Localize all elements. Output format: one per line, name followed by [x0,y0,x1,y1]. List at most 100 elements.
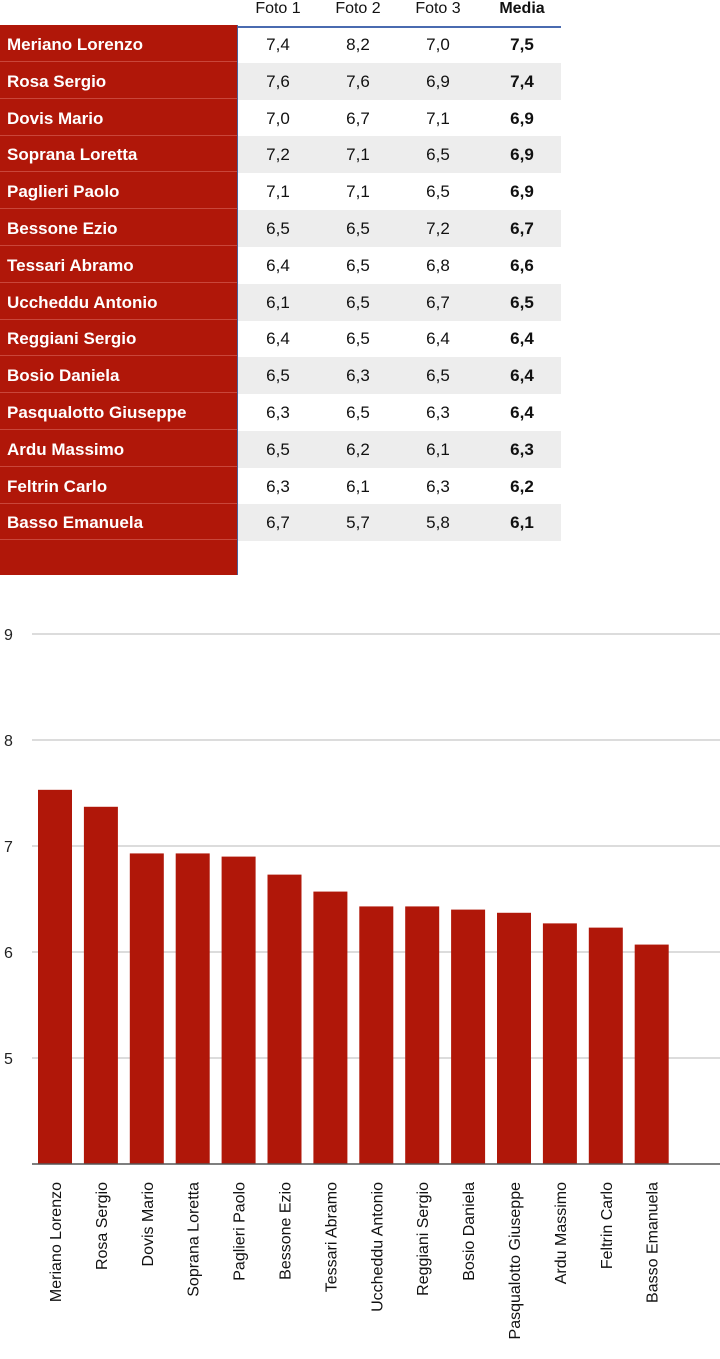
row-scores: 7,6 7,6 6,9 7,4 [238,62,561,100]
foto-score-cell: 6,4 [266,255,290,275]
row-scores: 6,3 6,5 6,3 6,4 [238,394,561,431]
x-tick-label: Soprana Loretta [186,1182,203,1297]
foto-score-cell: 5,7 [346,513,370,533]
row-scores: 7,1 7,1 6,5 6,9 [238,173,561,210]
foto-score-cell: 6,7 [266,513,290,533]
table-row: Reggiani Sergio 6,4 6,5 6,4 6,4 [0,320,561,357]
foto-score-cell: 6,3 [426,403,450,422]
foto-score-cell: 6,5 [346,219,370,238]
table-header: Foto 1 Foto 2 Foto 3 Media [238,0,561,28]
table-row: Uccheddu Antonio 6,1 6,5 6,7 6,5 [0,283,561,321]
bar [83,806,118,1164]
foto-score-cell: 7,1 [346,182,370,202]
average-score-bar-chart: 5 6 7 8 9 Meriano Lorenzo Rosa Sergio Dovis Mar… [4,627,720,1340]
foto-score-cell: 7,0 [426,35,450,54]
foto-score-cell: 6,4 [266,329,290,349]
bar [451,909,486,1164]
y-tick-label: 5 [4,1051,13,1068]
media-cell: 7,4 [510,71,534,91]
media-cell: 7,5 [510,35,534,54]
table-row: Soprana Loretta 7,2 7,1 6,5 6,9 [0,136,561,174]
row-name: Reggiani Sergio [0,320,237,357]
x-tick-label: Paglieri Paolo [232,1182,249,1281]
foto-score-cell: 7,1 [426,108,450,128]
x-tick-label: Pasqualotto Giuseppe [507,1182,524,1340]
x-tick-label: Reggiani Sergio [415,1182,432,1296]
foto-score-cell: 6,5 [266,439,290,459]
bar [634,944,669,1164]
foto-score-cell: 6,1 [346,476,370,496]
table-row: Meriano Lorenzo 7,4 8,2 7,0 7,5 [0,26,561,63]
foto-score-cell: 7,1 [266,182,290,202]
foto-score-cell: 7,1 [346,145,370,165]
row-scores: 6,3 6,1 6,3 6,2 [238,468,561,505]
x-tick-label: Meriano Lorenzo [48,1182,65,1302]
foto-score-cell: 6,5 [346,292,370,312]
x-tick-label: Bosio Daniela [461,1182,478,1281]
header-foto1: Foto 1 [255,0,301,17]
row-scores: 7,0 6,7 7,1 6,9 [238,100,561,137]
table-row: Ardu Massimo 6,5 6,2 6,1 6,3 [0,430,561,468]
row-name: Dovis Mario [0,100,237,136]
table-row: Tessari Abramo 6,4 6,5 6,8 6,6 [0,247,561,284]
table-row: Dovis Mario 7,0 6,7 7,1 6,9 [0,100,561,137]
foto-score-cell: 6,7 [346,108,370,128]
bar [588,927,623,1164]
x-tick-label: Feltrin Carlo [599,1182,616,1269]
foto-score-cell: 6,8 [426,255,450,275]
foto-score-cell: 7,2 [266,145,290,165]
table-row: Paglieri Paolo 7,1 7,1 6,5 6,9 [0,173,561,210]
row-name: Pasqualotto Giuseppe [0,394,237,430]
x-tick-label: Tessari Abramo [323,1182,340,1292]
header-foto3: Foto 3 [415,0,461,17]
foto-score-cell: 6,3 [266,476,290,496]
bar [267,874,302,1164]
bar [129,853,164,1164]
row-name: Rosa Sergio [0,63,237,99]
y-tick-label: 7 [4,839,13,856]
row-scores: 6,5 6,2 6,1 6,3 [238,430,561,468]
bar [405,906,440,1164]
foto-score-cell: 6,5 [346,329,370,349]
row-name: Feltrin Carlo [0,468,237,504]
header-foto2: Foto 2 [335,0,381,17]
foto-score-cell: 6,5 [346,403,370,422]
foto-score-cell: 6,1 [426,439,450,459]
row-name: Ardu Massimo [0,431,237,467]
row-name: Bosio Daniela [0,357,237,394]
media-cell: 6,9 [510,182,534,202]
foto-score-cell: 7,4 [266,35,290,54]
bar [313,891,348,1164]
row-name: Meriano Lorenzo [0,26,237,62]
x-tick-label: Rosa Sergio [94,1182,111,1270]
row-scores: 6,1 6,5 6,7 6,5 [238,283,561,321]
foto-score-cell: 6,3 [266,403,290,422]
foto-score-cell: 6,4 [426,329,450,349]
row-name: Basso Emanuela [0,504,237,541]
foto-score-cell: 7,2 [426,219,450,238]
foto-score-cell: 6,3 [426,476,450,496]
media-cell: 6,3 [510,439,534,459]
y-tick-label: 6 [4,945,13,962]
row-scores: 6,4 6,5 6,4 6,4 [238,320,561,357]
x-tick-label: Basso Emanuela [645,1182,662,1303]
row-name: Uccheddu Antonio [0,284,237,320]
name-column-background [0,25,238,575]
bar [221,856,256,1164]
x-tick-label: Bessone Ezio [278,1182,295,1280]
foto-score-cell: 6,5 [426,182,450,202]
table-row: Basso Emanuela 6,7 5,7 5,8 6,1 [0,504,561,542]
table-row: Bosio Daniela 6,5 6,3 6,5 6,4 [0,357,561,395]
x-tick-label: Ardu Massimo [553,1182,570,1284]
y-tick-label: 9 [4,627,13,644]
row-name: Soprana Loretta [0,136,237,173]
media-cell: 6,4 [510,403,534,422]
header-media: Media [499,0,545,17]
media-cell: 6,4 [510,366,534,386]
bar [175,853,210,1164]
bar [497,912,531,1164]
table-row: Bessone Ezio 6,5 6,5 7,2 6,7 [0,210,561,247]
row-scores: 6,7 5,7 5,8 6,1 [238,504,561,542]
row-scores: 7,4 8,2 7,0 7,5 [238,26,561,63]
foto-score-cell: 6,9 [426,71,450,91]
